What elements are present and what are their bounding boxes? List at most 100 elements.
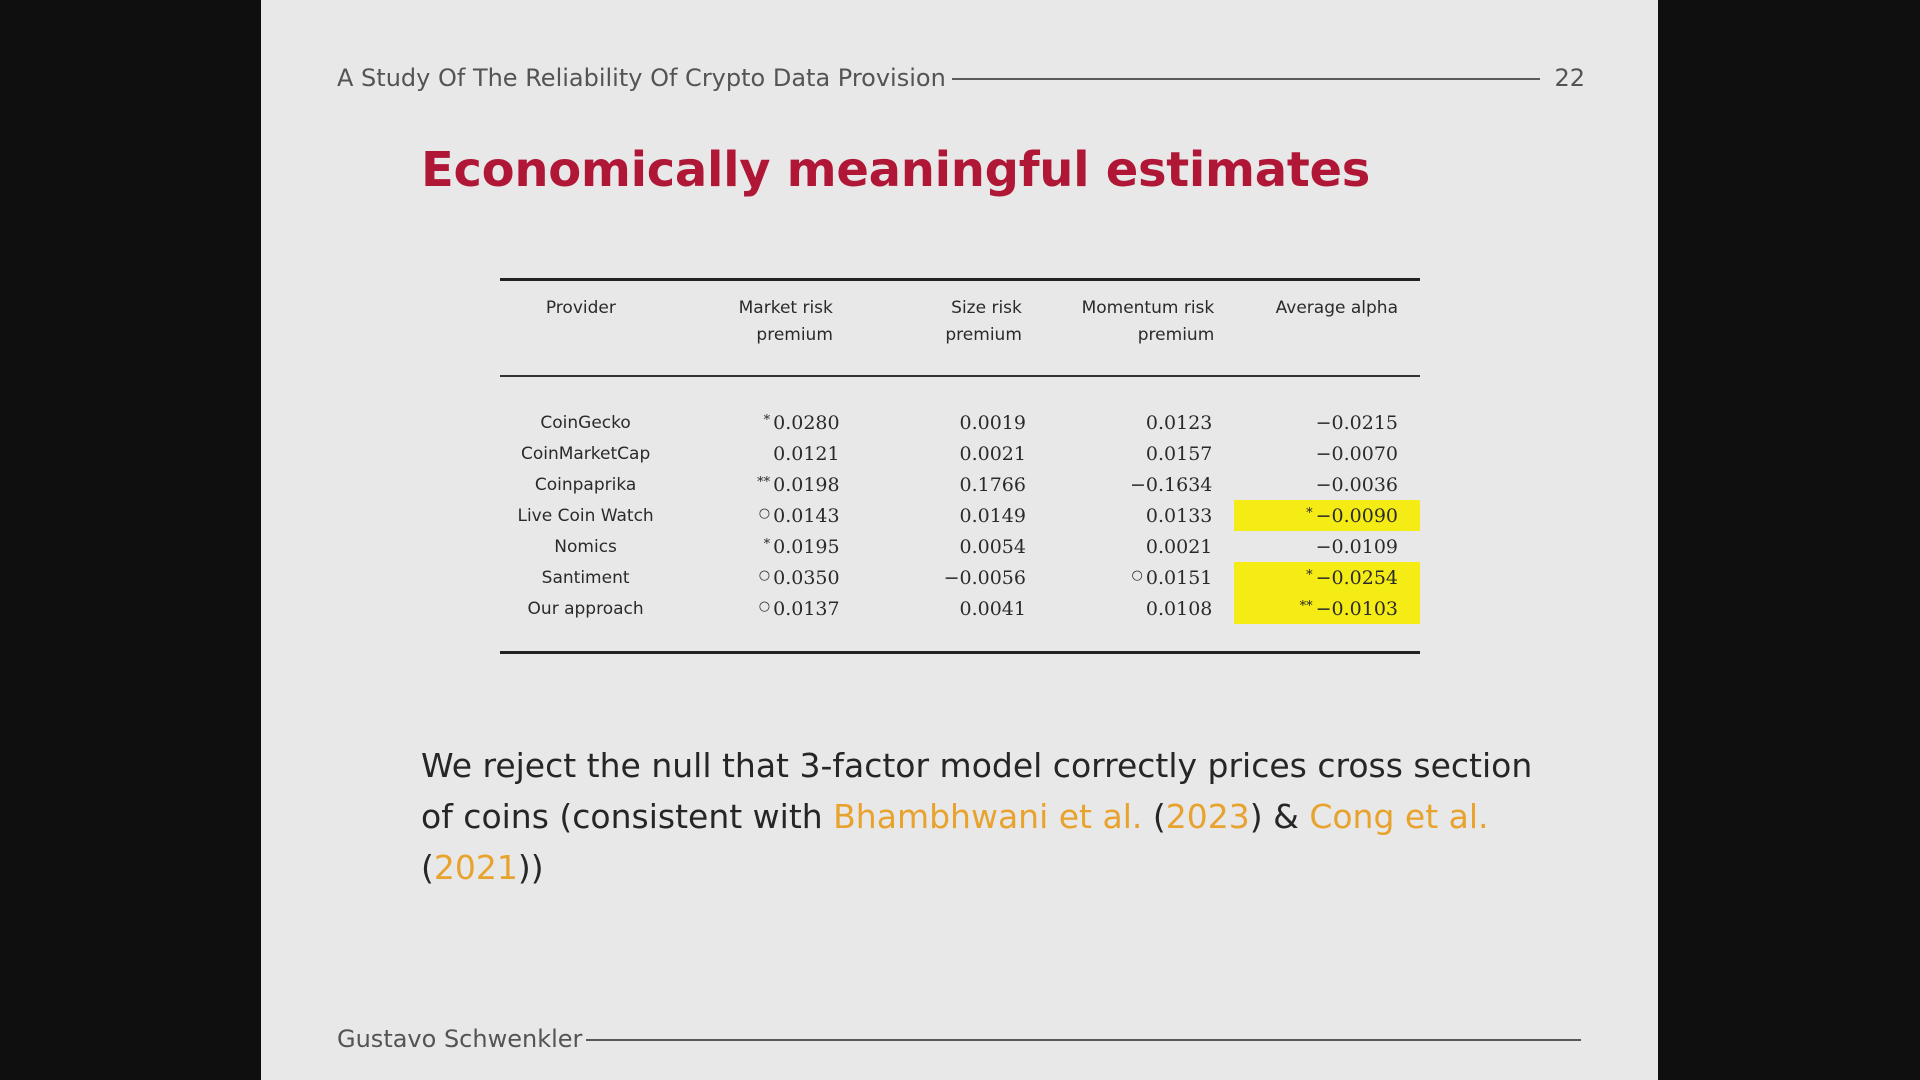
provider-cell: Santiment [541,567,630,588]
results-table: Provider Market risk premium Size risk premi… [500,278,1420,654]
column-header: Market risk premium [662,281,855,375]
column-header-line: premium [1137,325,1215,345]
provider-cell: CoinMarketCap [520,443,651,464]
cell-value: 0.1766 [959,473,1026,496]
value-cell: * 0.0195 [671,531,861,562]
value-cell: −0.0056 [862,562,1048,593]
cell-value: −0.0103 [1315,597,1398,620]
column-header: Provider [500,281,662,375]
cell-value: 0.0157 [1145,442,1213,465]
cell-value: −0.0090 [1315,504,1398,527]
column-header: Momentum risk premium [1044,281,1236,375]
cell-value: 0.0054 [959,535,1026,558]
value-cell: −0.0109 [1234,531,1420,562]
provider-cell: Nomics [554,536,617,557]
footer-author: Gustavo Schwenkler [337,1025,583,1053]
column-header-line: premium [756,325,833,345]
value-cell: 0.0019 [862,407,1048,438]
table-row: Coinpaprika ** 0.0198 0.1766 −0.1634 −0.0036 [500,469,1420,500]
value-cell: −0.1634 [1048,469,1234,500]
cell-value: 0.0041 [959,597,1026,620]
value-cell: 0.0054 [862,531,1048,562]
provider-cell: Coinpaprika [534,474,637,495]
footer-rule [586,1039,1581,1041]
value-cell: 0.0041 [862,593,1048,624]
cell-value: 0.0195 [773,535,840,558]
column-header: Size risk premium [855,281,1044,375]
cell-value: 0.0021 [959,442,1026,465]
column-header-line: Size risk [951,298,1022,318]
table-row: Nomics * 0.0195 0.0054 0.0021 −0.0109 [500,531,1420,562]
value-cell: ○ 0.0350 [671,562,861,593]
cell-value: 0.0149 [959,504,1026,527]
cell-value: 0.0123 [1145,411,1213,434]
cell-value: 0.0350 [773,566,840,589]
column-header-line: Momentum risk [1081,298,1215,318]
value-cell: 0.0108 [1048,593,1234,624]
cell-value: 0.0151 [1145,566,1213,589]
value-cell: ○ 0.0137 [671,593,861,624]
cell-value: −0.0254 [1315,566,1398,589]
provider-cell: Live Coin Watch [517,505,654,526]
value-cell: 0.0157 [1048,438,1234,469]
value-cell: 0.0149 [862,500,1048,531]
value-cell: 0.0021 [862,438,1048,469]
cell-value: 0.0108 [1145,597,1213,620]
table-row: Santiment ○ 0.0350 −0.0056 ○ 0.0151 * −0.0254 [500,562,1420,593]
cell-value: −0.0070 [1315,442,1398,465]
citation-year-2021-link[interactable]: 2021 [433,848,518,887]
value-cell: * 0.0280 [671,407,861,438]
slide: A Study Of The Reliability Of Crypto Dat… [261,0,1658,1080]
citation-cong-link[interactable]: Cong et al. [1309,797,1489,836]
significance-marker: * [1306,505,1313,521]
significance-marker: ○ [758,505,771,521]
value-cell: −0.0215 [1234,407,1420,438]
conclusion-sentence: We reject the null that 3-factor model c… [421,746,1533,836]
cell-value: 0.0133 [1145,504,1213,527]
table-row: CoinGecko * 0.0280 0.0019 0.0123 −0.0215 [500,407,1420,438]
column-header-line: Market risk [738,298,833,318]
value-cell: 0.0133 [1048,500,1234,531]
table-header-row: Provider Market risk premium Size risk premi… [500,281,1420,375]
value-cell: 0.0123 [1048,407,1234,438]
column-header: Average alpha [1236,281,1420,375]
citation-year-2023-link[interactable]: 2023 [1165,797,1250,836]
cell-value: 0.0019 [959,411,1026,434]
value-cell: ** 0.0198 [671,469,861,500]
cell-value: −0.1634 [1129,473,1213,496]
cell-value: 0.0021 [1145,535,1213,558]
citation-bhambhwani-link[interactable]: Bhambhwani et al. [833,797,1143,836]
table-body: CoinGecko * 0.0280 0.0019 0.0123 −0.0215 CoinM… [500,407,1420,624]
column-header-line: Average alpha [1275,298,1398,318]
significance-marker: ** [1299,598,1313,614]
cell-value: −0.0109 [1315,535,1398,558]
significance-marker: ○ [758,598,771,614]
table-row: Live Coin Watch ○ 0.0143 0.0149 0.0133 * −0.00… [500,500,1420,531]
column-header-line: Provider [545,298,616,318]
cell-value: 0.0137 [773,597,840,620]
slide-header: A Study Of The Reliability Of Crypto Dat… [337,62,1585,94]
significance-marker: * [763,536,771,552]
value-cell: * −0.0090 [1234,500,1420,531]
slide-footer: Gustavo Schwenkler [337,1024,1581,1054]
conclusion-text: We reject the null that 3-factor model c… [421,746,1533,887]
cell-value: −0.0036 [1315,473,1398,496]
cell-value: −0.0056 [943,566,1026,589]
significance-marker: ○ [758,567,771,583]
provider-cell: Our approach [527,598,644,619]
cell-value: 0.0121 [773,442,840,465]
table-top-rule [500,278,1420,281]
table-bottom-rule [500,651,1420,654]
table-mid-rule [500,375,1420,377]
cell-value: −0.0215 [1315,411,1398,434]
significance-marker: * [1306,567,1313,583]
value-cell: −0.0036 [1234,469,1420,500]
value-cell: 0.0121 [671,438,861,469]
cell-value: 0.0280 [773,411,840,434]
value-cell: 0.0021 [1048,531,1234,562]
value-cell: ○ 0.0151 [1048,562,1234,593]
value-cell: −0.0070 [1234,438,1420,469]
table-row: Our approach ○ 0.0137 0.0041 0.0108 ** −0.0103 [500,593,1420,624]
cell-value: 0.0198 [773,473,840,496]
cell-value: 0.0143 [773,504,840,527]
